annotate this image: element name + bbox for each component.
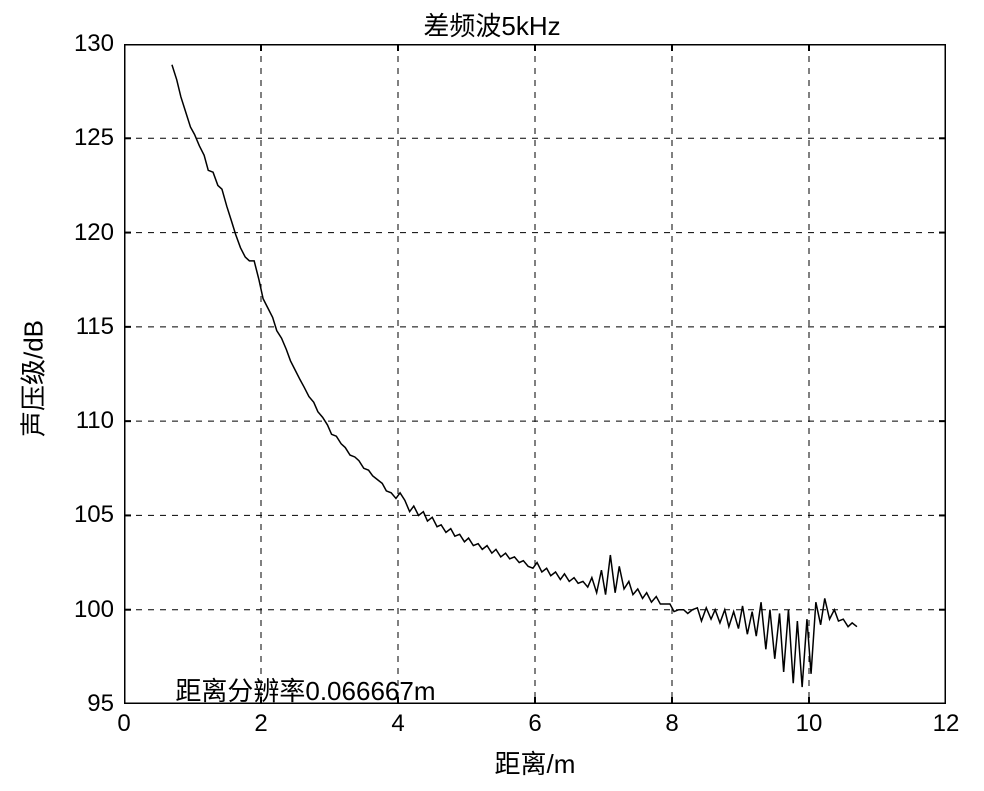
y-tick-label: 95 [54, 690, 114, 718]
x-tick-label: 8 [642, 710, 702, 738]
y-tick-label: 105 [54, 501, 114, 529]
x-axis-label: 距离/m [124, 744, 946, 781]
chart-title: 差频波5kHz [0, 6, 984, 43]
figure: 差频波5kHz 声压级/dB 距离/m 距离分辨率0.066667m 02468… [0, 0, 984, 791]
x-tick-label: 12 [916, 710, 976, 738]
x-tick-label: 2 [231, 710, 291, 738]
y-tick-label: 120 [54, 219, 114, 247]
plot-svg [124, 44, 946, 704]
y-tick-label: 110 [54, 407, 114, 435]
y-axis-label: 声压级/dB [14, 309, 51, 449]
data-line [172, 65, 857, 687]
y-tick-label: 125 [54, 124, 114, 152]
plot-area [124, 44, 946, 704]
x-tick-label: 10 [779, 710, 839, 738]
x-tick-label: 6 [505, 710, 565, 738]
y-tick-label: 115 [54, 313, 114, 341]
y-tick-label: 100 [54, 596, 114, 624]
x-tick-label: 4 [368, 710, 428, 738]
y-tick-label: 130 [54, 30, 114, 58]
resolution-annotation: 距离分辨率0.066667m [175, 671, 435, 708]
